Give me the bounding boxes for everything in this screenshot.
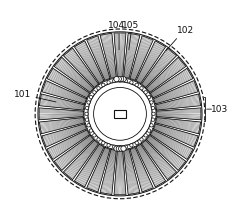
Circle shape bbox=[113, 79, 116, 83]
Polygon shape bbox=[87, 36, 110, 80]
Circle shape bbox=[107, 81, 110, 84]
Circle shape bbox=[124, 145, 127, 149]
Circle shape bbox=[144, 91, 147, 94]
Polygon shape bbox=[47, 68, 90, 98]
Text: 103: 103 bbox=[211, 105, 228, 114]
Circle shape bbox=[114, 146, 119, 151]
Polygon shape bbox=[100, 33, 116, 78]
Polygon shape bbox=[146, 57, 186, 92]
Circle shape bbox=[116, 146, 121, 151]
Polygon shape bbox=[63, 140, 98, 180]
Text: 104: 104 bbox=[108, 21, 125, 30]
Polygon shape bbox=[74, 144, 104, 187]
Circle shape bbox=[147, 95, 151, 99]
Circle shape bbox=[151, 106, 155, 110]
Text: 105: 105 bbox=[122, 21, 139, 30]
Circle shape bbox=[85, 118, 89, 121]
Polygon shape bbox=[150, 68, 193, 98]
Circle shape bbox=[140, 138, 143, 141]
Circle shape bbox=[121, 146, 126, 151]
Circle shape bbox=[118, 79, 122, 82]
Circle shape bbox=[87, 124, 90, 127]
Text: 102: 102 bbox=[177, 26, 195, 35]
Circle shape bbox=[97, 87, 100, 90]
Circle shape bbox=[140, 87, 143, 90]
Circle shape bbox=[85, 78, 155, 149]
Polygon shape bbox=[124, 149, 140, 194]
Polygon shape bbox=[54, 57, 94, 92]
Circle shape bbox=[102, 141, 105, 145]
Circle shape bbox=[130, 144, 133, 147]
Polygon shape bbox=[136, 41, 166, 83]
Polygon shape bbox=[100, 149, 116, 194]
Polygon shape bbox=[156, 94, 201, 110]
Text: 101: 101 bbox=[14, 91, 31, 99]
Circle shape bbox=[118, 146, 122, 149]
Polygon shape bbox=[114, 33, 126, 77]
Polygon shape bbox=[63, 48, 98, 87]
Polygon shape bbox=[157, 108, 201, 120]
Circle shape bbox=[135, 141, 138, 145]
Polygon shape bbox=[39, 108, 83, 120]
Circle shape bbox=[107, 144, 110, 147]
Circle shape bbox=[116, 76, 121, 82]
Circle shape bbox=[88, 82, 152, 146]
Circle shape bbox=[89, 129, 93, 132]
Polygon shape bbox=[146, 135, 186, 170]
Polygon shape bbox=[87, 147, 110, 192]
Polygon shape bbox=[42, 81, 86, 104]
Polygon shape bbox=[142, 140, 177, 180]
Circle shape bbox=[152, 112, 155, 116]
Circle shape bbox=[114, 76, 119, 82]
Polygon shape bbox=[154, 124, 198, 147]
Circle shape bbox=[124, 79, 127, 83]
Circle shape bbox=[150, 101, 153, 104]
Polygon shape bbox=[42, 124, 86, 147]
Polygon shape bbox=[156, 118, 201, 134]
Polygon shape bbox=[130, 36, 153, 80]
Circle shape bbox=[144, 134, 147, 137]
Circle shape bbox=[93, 91, 96, 94]
Circle shape bbox=[85, 112, 88, 116]
Circle shape bbox=[135, 83, 138, 87]
Circle shape bbox=[151, 118, 155, 121]
Polygon shape bbox=[136, 144, 166, 187]
Circle shape bbox=[93, 134, 96, 137]
Polygon shape bbox=[124, 33, 140, 78]
Polygon shape bbox=[154, 81, 198, 104]
FancyBboxPatch shape bbox=[114, 110, 126, 118]
Circle shape bbox=[89, 95, 93, 99]
Polygon shape bbox=[114, 151, 126, 195]
Circle shape bbox=[121, 76, 126, 82]
Circle shape bbox=[85, 106, 89, 110]
Circle shape bbox=[97, 138, 100, 141]
Circle shape bbox=[119, 146, 124, 151]
Circle shape bbox=[94, 87, 146, 140]
Polygon shape bbox=[130, 147, 153, 192]
Polygon shape bbox=[39, 118, 84, 134]
Circle shape bbox=[150, 124, 153, 127]
Circle shape bbox=[147, 129, 151, 132]
Polygon shape bbox=[54, 135, 94, 170]
Circle shape bbox=[87, 101, 90, 104]
Polygon shape bbox=[150, 130, 193, 159]
Circle shape bbox=[119, 76, 124, 82]
Polygon shape bbox=[39, 94, 84, 110]
Polygon shape bbox=[142, 48, 177, 87]
Circle shape bbox=[102, 83, 105, 87]
Circle shape bbox=[130, 81, 133, 84]
Polygon shape bbox=[74, 41, 104, 83]
Circle shape bbox=[113, 145, 116, 149]
Polygon shape bbox=[47, 130, 90, 159]
